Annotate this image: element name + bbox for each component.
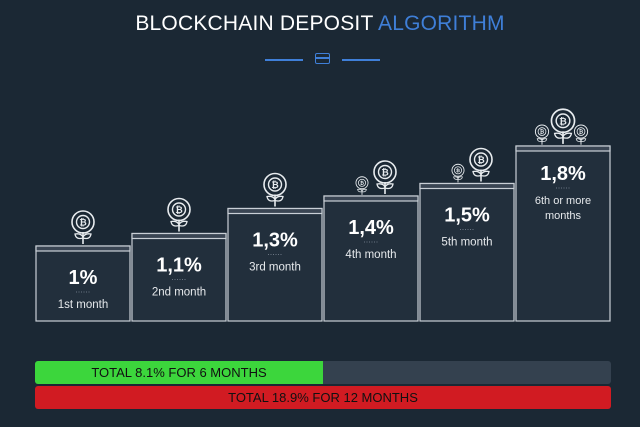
svg-text:₿: ₿: [271, 180, 278, 191]
step-category: 1st month: [58, 299, 109, 311]
bitcoin-plant-icon: ₿: [355, 176, 369, 195]
bitcoin-plant-icon: ₿: [71, 210, 95, 244]
step-value: 1,8%: [540, 163, 586, 185]
step-value: 1,1%: [156, 255, 202, 277]
step-cap: [131, 232, 227, 240]
step-category: 6th or more months: [535, 195, 591, 222]
bitcoin-plant-icon: ₿: [167, 197, 191, 232]
step-4: 1,4% 4th month ₿ ₿: [323, 160, 419, 322]
step-6: 1,8% 6th or more months ₿ ₿ ₿: [515, 108, 611, 322]
step-bar: [131, 232, 227, 322]
svg-text:₿: ₿: [540, 129, 545, 136]
title-accent: ALGORITHM: [378, 12, 505, 35]
title-main: BLOCKCHAIN DEPOSIT: [135, 12, 374, 35]
deposit-stairs-chart: 1% 1st month ₿ 1,1% 2nd month ₿ 1,3% 3rd month ₿…: [35, 108, 611, 322]
credit-card-icon: [315, 53, 330, 64]
step-bar: [323, 195, 419, 322]
bitcoin-plant-icon: ₿: [469, 147, 493, 182]
svg-text:₿: ₿: [381, 168, 388, 179]
total-6-months-label: TOTAL 8.1% FOR 6 MONTHS: [91, 365, 267, 380]
step-category: 3rd month: [249, 262, 301, 274]
total-12-months-bar: TOTAL 18.9% FOR 12 MONTHS: [35, 386, 611, 409]
step-1: 1% 1st month ₿: [35, 210, 131, 322]
step-cap: [419, 182, 515, 190]
total-6-months-fill: [35, 361, 323, 384]
step-bar: [35, 245, 131, 322]
title-divider: [265, 50, 380, 70]
step-bar: [515, 145, 611, 322]
step-cap: [515, 145, 611, 152]
step-category: 5th month: [441, 237, 492, 249]
svg-text:₿: ₿: [79, 218, 86, 229]
bitcoin-plant-icon: ₿: [550, 108, 576, 144]
step-cap: [227, 207, 323, 215]
svg-text:₿: ₿: [579, 129, 584, 136]
total-6-months-bar: TOTAL 8.1% FOR 6 MONTHS: [35, 361, 611, 384]
step-3: 1,3% 3rd month ₿: [227, 172, 323, 322]
step-value: 1%: [69, 267, 98, 289]
step-cap: [35, 245, 131, 252]
step-bar: [419, 182, 515, 322]
svg-text:₿: ₿: [360, 180, 364, 187]
total-12-months-label: TOTAL 18.9% FOR 12 MONTHS: [228, 390, 418, 405]
step-value: 1,5%: [444, 205, 490, 227]
page-title: BLOCKCHAIN DEPOSIT ALGORITHM: [0, 12, 640, 36]
svg-text:₿: ₿: [175, 205, 182, 216]
svg-text:₿: ₿: [456, 167, 460, 174]
step-cap: [323, 195, 419, 202]
bitcoin-plant-icon: ₿: [534, 124, 550, 145]
divider-line-right: [342, 59, 380, 61]
step-2: 1,1% 2nd month ₿: [131, 197, 227, 322]
step-value: 1,3%: [252, 230, 298, 252]
bitcoin-plant-icon: ₿: [451, 163, 465, 183]
bitcoin-plant-icon: ₿: [263, 172, 287, 207]
step-category: 2nd month: [152, 287, 206, 299]
bitcoin-plant-icon: ₿: [573, 124, 589, 145]
bitcoin-plant-icon: ₿: [373, 160, 397, 194]
svg-text:₿: ₿: [477, 155, 484, 166]
step-5: 1,5% 5th month ₿ ₿: [419, 147, 515, 322]
step-value: 1,4%: [348, 217, 394, 239]
divider-line-left: [265, 59, 303, 61]
svg-text:₿: ₿: [559, 116, 567, 127]
step-category: 4th month: [345, 249, 396, 261]
